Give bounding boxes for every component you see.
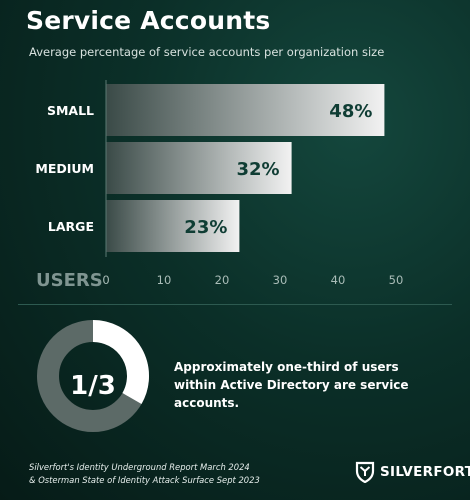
fraction-label: 1/3 (70, 371, 116, 401)
x-axis-label: USERS (36, 270, 103, 291)
category-label-medium: MEDIUM (35, 161, 94, 176)
page-title: Service Accounts (26, 6, 271, 35)
category-label-small: SMALL (47, 103, 94, 118)
source-citation: Silverfort's Identity Underground Report… (29, 461, 289, 486)
silverfort-shield-icon (355, 461, 375, 483)
x-tick-label-40: 40 (331, 273, 346, 287)
brand-logo: SILVERFORT (355, 461, 470, 483)
x-tick-label-30: 30 (273, 273, 288, 287)
category-label-large: LARGE (48, 219, 94, 234)
section-divider (18, 304, 452, 305)
x-tick-label-50: 50 (389, 273, 404, 287)
x-tick-label-10: 10 (157, 273, 172, 287)
highlight-statement: Approximately one-third of users within … (174, 360, 409, 410)
x-tick-label-20: 20 (215, 273, 230, 287)
value-label-medium: 32% (237, 159, 280, 180)
x-tick-label-0: 0 (102, 273, 109, 287)
bar-small (106, 84, 385, 136)
chart-subtitle: Average percentage of service accounts p… (29, 45, 385, 59)
brand-name: SILVERFORT (380, 464, 470, 480)
bar-medium (106, 142, 292, 194)
value-label-small: 48% (329, 101, 372, 122)
bar-chart: SMALL 48% MEDIUM 32% LARGE 23% 0 10 20 30 40 50 USE… (35, 80, 404, 291)
bar-large (106, 200, 240, 252)
value-label-large: 23% (184, 217, 227, 238)
source-line-1: Silverfort's Identity Underground Report… (29, 462, 250, 472)
source-line-2: & Osterman State of Identity Attack Surf… (29, 474, 260, 485)
